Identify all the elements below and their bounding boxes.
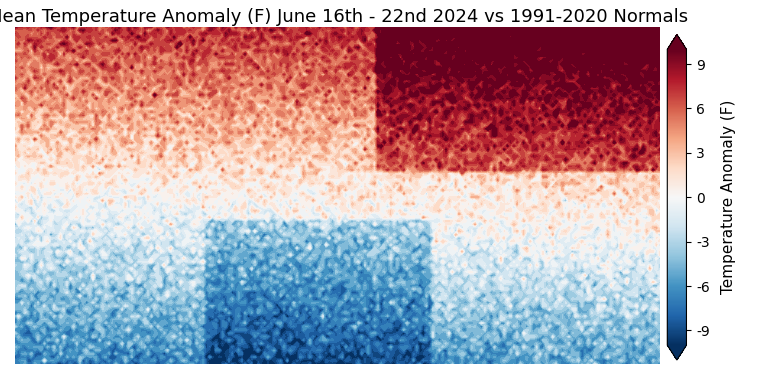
PathPatch shape [667,34,686,49]
Text: Mean Temperature Anomaly (F) June 16th - 22nd 2024 vs 1991-2020 Normals: Mean Temperature Anomaly (F) June 16th -… [0,8,688,26]
PathPatch shape [667,345,686,360]
Y-axis label: Temperature Anomaly (F): Temperature Anomaly (F) [721,100,736,295]
